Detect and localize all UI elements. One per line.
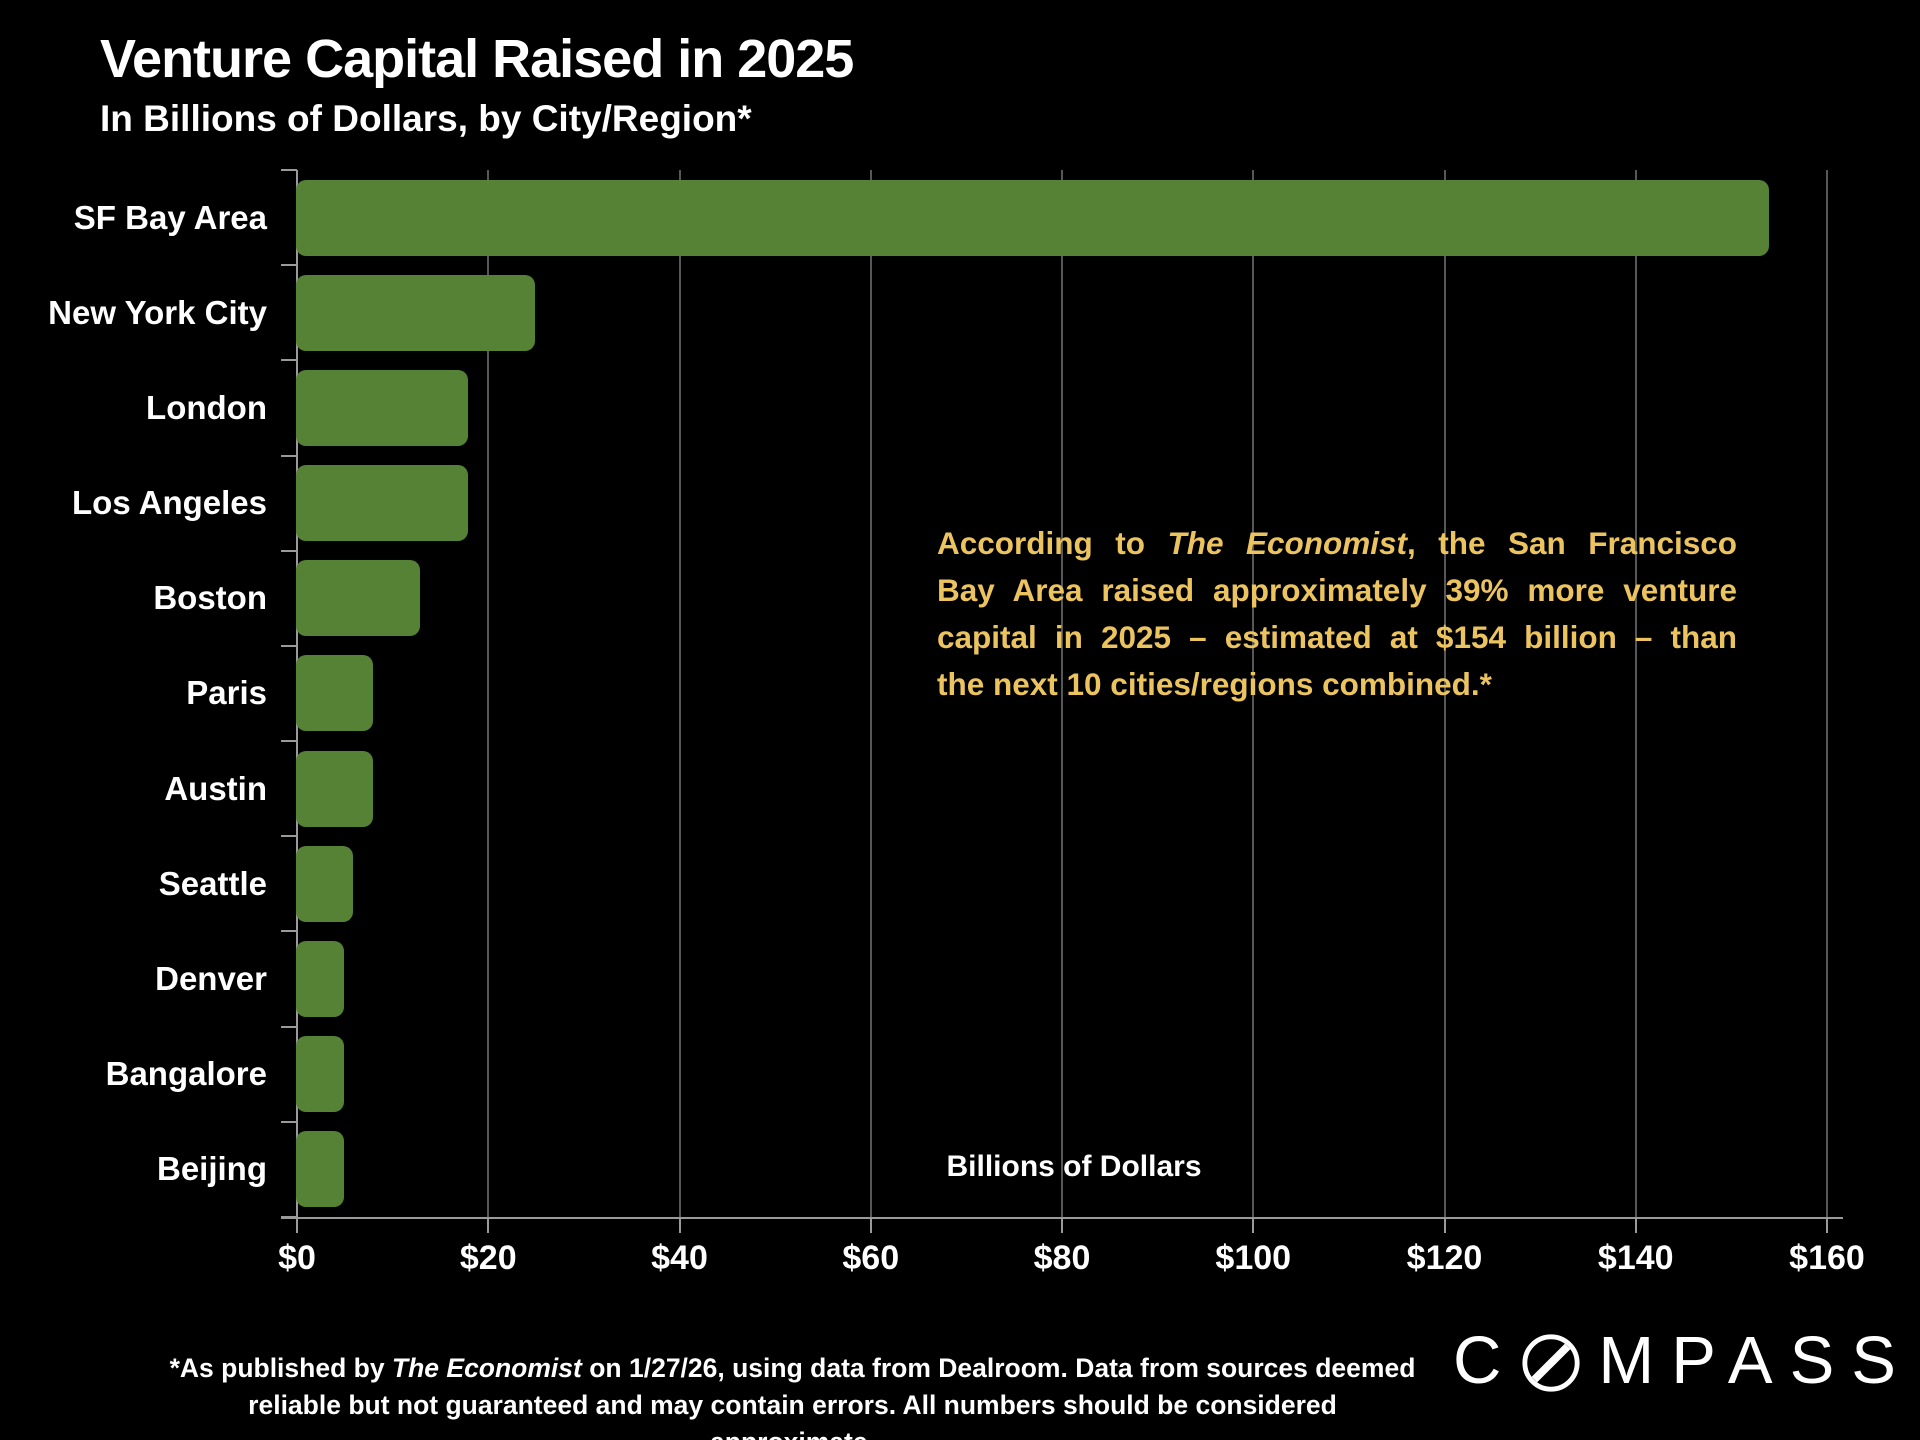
chart-row: Los Angeles xyxy=(72,456,1827,551)
y-axis-tick xyxy=(281,169,297,171)
bar-denver xyxy=(296,941,344,1018)
compass-o-icon xyxy=(1522,1333,1580,1392)
annotation-text: According to xyxy=(937,525,1168,561)
x-axis-tick-label: $60 xyxy=(842,1239,900,1277)
compass-logo: C MPASS xyxy=(1453,1322,1913,1399)
footnote-italic-text: The Economist xyxy=(391,1353,582,1383)
bar-seattle xyxy=(296,845,354,922)
category-label: Seattle xyxy=(158,864,267,902)
annotation-italic-text: The Economist xyxy=(1167,525,1407,561)
chart-row: Boston xyxy=(153,551,1827,646)
category-label: Beijing xyxy=(156,1150,267,1188)
x-axis-tick xyxy=(1252,1217,1255,1233)
chart-row: Bangalore xyxy=(106,1027,1827,1122)
category-label: SF Bay Area xyxy=(73,198,267,236)
x-axis-tick-label: $80 xyxy=(1033,1239,1091,1277)
y-axis-tick xyxy=(281,1216,297,1218)
category-label: New York City xyxy=(48,293,267,331)
gridline xyxy=(1826,170,1828,1217)
y-axis-tick xyxy=(281,644,297,647)
y-axis-tick xyxy=(281,930,297,933)
bar-austin xyxy=(296,750,373,827)
logo-letter: C xyxy=(1453,1323,1519,1398)
footnote: *As published by The Economist on 1/27/2… xyxy=(165,1350,1420,1440)
y-axis-tick xyxy=(281,359,297,362)
footnote-text: *As published by xyxy=(169,1353,392,1383)
y-axis-tick xyxy=(281,454,297,457)
x-axis-tick-label: $120 xyxy=(1406,1239,1483,1277)
x-axis-tick xyxy=(296,1217,298,1233)
x-axis-tick-label: $100 xyxy=(1215,1239,1292,1277)
x-axis-tick-label: $140 xyxy=(1597,1239,1674,1277)
chart-row: Austin xyxy=(164,741,1827,836)
gridline xyxy=(1061,170,1063,1217)
gridline xyxy=(1252,170,1255,1217)
category-label: Bangalore xyxy=(105,1055,267,1093)
annotation-line: capital in 2025 – estimated at $154 bill… xyxy=(937,619,1737,655)
chart-row: SF Bay Area xyxy=(74,170,1827,265)
gridline xyxy=(869,170,872,1217)
x-axis-title: Billions of Dollars xyxy=(946,1150,1202,1183)
y-axis-tick xyxy=(281,1120,297,1123)
chart-title: Venture Capital Raised in 2025 xyxy=(100,29,854,89)
x-axis-tick xyxy=(1634,1217,1637,1233)
chart-row: Paris xyxy=(186,646,1827,741)
chart-subtitle: In Billions of Dollars, by City/Region* xyxy=(100,98,752,139)
x-axis-tick xyxy=(1443,1217,1446,1233)
gridline xyxy=(487,170,490,1217)
chart-row: New York City xyxy=(48,265,1827,360)
category-label: Paris xyxy=(186,674,267,712)
bar-boston xyxy=(296,560,421,637)
chart-row: Denver xyxy=(155,931,1827,1026)
x-axis-tick xyxy=(487,1217,490,1233)
chart-row: Beijing xyxy=(157,1122,1827,1217)
bar-beijing xyxy=(296,1131,344,1208)
footnote-text: on 1/27/26, using data from Dealroom. Da… xyxy=(581,1353,1416,1383)
bar-sf-bay-area xyxy=(296,179,1769,256)
x-axis-tick-label: $20 xyxy=(459,1239,517,1277)
x-axis-tick xyxy=(1826,1217,1828,1233)
category-label: London xyxy=(146,388,267,426)
category-label: Austin xyxy=(164,769,267,807)
x-axis-tick-label: $0 xyxy=(278,1239,316,1277)
x-axis-tick-label: $160 xyxy=(1789,1239,1865,1277)
y-axis-tick xyxy=(281,1025,297,1028)
x-axis-tick xyxy=(678,1217,681,1233)
footnote-text: reliable but not guaranteed and may cont… xyxy=(248,1390,1337,1440)
annotation-line: the next 10 cities/regions combined.* xyxy=(937,666,1492,702)
annotation-line: According to The Economist, the San Fran… xyxy=(937,520,1737,567)
chart-row: London xyxy=(146,360,1827,455)
bar-london xyxy=(296,369,469,446)
annotation-callout: According to The Economist, the San Fran… xyxy=(937,520,1737,708)
y-axis-tick xyxy=(281,740,297,743)
annotation-line: Bay Area raised approximately 39% more v… xyxy=(937,572,1737,608)
category-label: Los Angeles xyxy=(72,484,267,522)
bar-chart-plot-area: SF Bay Area New York City London Los Angele… xyxy=(48,169,1843,1233)
y-axis-tick xyxy=(281,835,297,838)
chart-row: Seattle xyxy=(159,836,1827,931)
annotation-text: , the San Francisco xyxy=(1406,525,1738,561)
bar-los-angeles xyxy=(296,465,469,542)
logo-letters: MPASS xyxy=(1598,1323,1913,1398)
y-axis-tick xyxy=(281,264,297,267)
x-axis-tick xyxy=(869,1217,872,1233)
bar-new-york-city xyxy=(296,274,536,351)
gridline xyxy=(678,170,681,1217)
gridline xyxy=(1634,170,1637,1217)
category-label: Denver xyxy=(155,960,267,998)
y-axis-tick xyxy=(281,549,297,552)
category-label: Boston xyxy=(153,579,267,617)
bar-bangalore xyxy=(296,1036,344,1113)
gridline xyxy=(1443,170,1446,1217)
x-axis-tick-label: $40 xyxy=(651,1239,708,1277)
x-axis-tick xyxy=(1061,1217,1063,1233)
bar-paris xyxy=(296,655,373,732)
